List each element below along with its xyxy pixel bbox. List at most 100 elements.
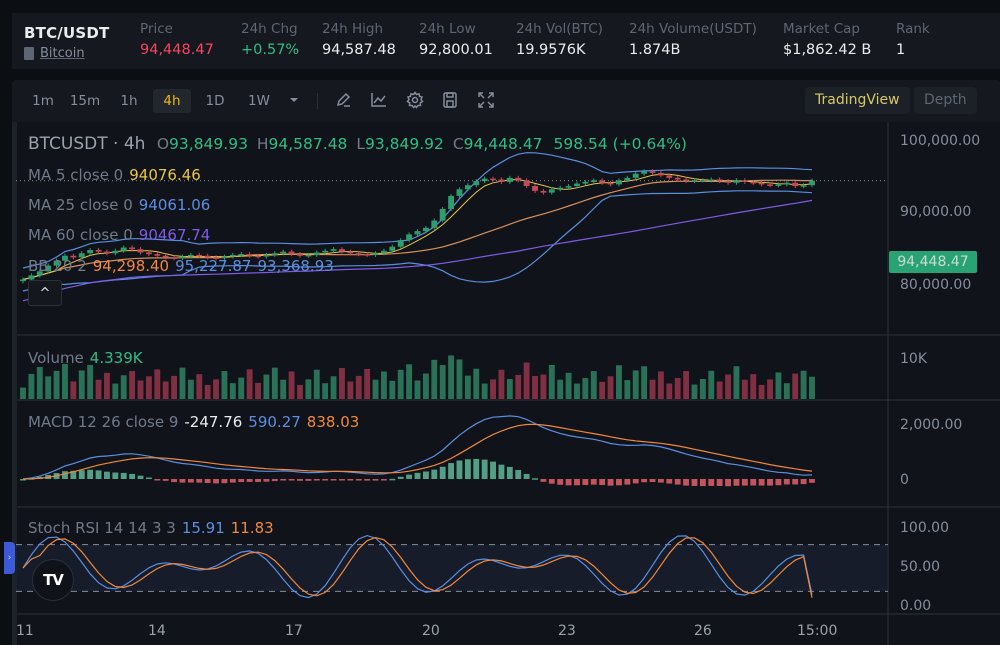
stoch-d-value: 11.83 xyxy=(230,519,274,537)
open-value: 93,849.93 xyxy=(169,135,248,153)
bb-legend: BB 20 2 94,298.40 95,227.87 93,368.93 xyxy=(28,257,334,275)
close-label: C xyxy=(452,135,464,153)
stat-label: 24h Low xyxy=(419,21,476,37)
time-axis-label: 14 xyxy=(148,623,166,639)
stat-value: 92,800.01 xyxy=(419,42,493,58)
stat-value: +0.57% xyxy=(241,42,300,58)
stat-value: 1 xyxy=(896,42,906,58)
price-axis-label: 80,000.00 xyxy=(900,277,972,293)
time-axis-label: 20 xyxy=(422,623,440,639)
volume-axis-label: 10K xyxy=(900,351,927,367)
tradingview-logo: TV xyxy=(32,559,74,601)
coin-info-link[interactable]: Bitcoin xyxy=(40,46,85,61)
stat-value: 19.9576K xyxy=(516,42,586,58)
settings-gear-icon[interactable] xyxy=(405,90,425,110)
time-axis-label: 11 xyxy=(16,623,34,639)
ticker-header: BTC/USDT Bitcoin Price 94,448.47 24h Chg… xyxy=(12,13,1000,69)
stat-rank: Rank 1 xyxy=(896,21,930,58)
stoch-rsi-legend: Stoch RSI 14 14 3 3 15.91 11.83 xyxy=(28,519,274,537)
macd-axis-label: 0 xyxy=(900,472,909,488)
bb-basis-value: 94,298.40 xyxy=(92,257,170,275)
low-label: L xyxy=(356,135,365,153)
stat-value: 94,587.48 xyxy=(322,42,396,58)
stat-price: Price 94,448.47 xyxy=(140,21,214,58)
chevron-down-icon[interactable] xyxy=(284,90,304,110)
last-price-tag: 94,448.47 xyxy=(889,251,977,273)
save-floppy-icon[interactable] xyxy=(440,90,460,110)
ma25-value: 94061.06 xyxy=(138,196,211,214)
chart-card: 1m 15m 1h 4h 1D 1W TradingView Depth xyxy=(4,80,1000,645)
volume-label: Volume xyxy=(28,349,84,367)
macd-label: MACD 12 26 close 9 xyxy=(28,413,179,431)
chart-area[interactable]: BTCUSDT · 4h O93,849.93 H94,587.48 L93,8… xyxy=(4,122,1000,645)
draw-pencil-icon[interactable] xyxy=(334,90,354,110)
stat-value: 1.874B xyxy=(629,42,681,58)
stat-value: $1,862.42 B xyxy=(783,42,872,58)
bb-label: BB 20 2 xyxy=(28,257,87,275)
stat-24h-high: 24h High 94,587.48 xyxy=(322,21,396,58)
high-label: H xyxy=(256,135,269,153)
toolbar-divider xyxy=(317,93,318,109)
stat-market-cap: Market Cap $1,862.42 B xyxy=(783,21,871,58)
ohlc-legend: BTCUSDT · 4h O93,849.93 H94,587.48 L93,8… xyxy=(28,134,687,154)
timeframe-1d[interactable]: 1D xyxy=(205,93,225,109)
stat-label: 24h Volume(USDT) xyxy=(629,21,757,37)
stoch-axis-label: 0.00 xyxy=(900,598,932,614)
macd-line-value: 590.27 xyxy=(248,413,301,431)
bb-upper-value: 95,227.87 xyxy=(175,257,252,275)
close-value: 94,448.47 xyxy=(463,135,543,153)
stoch-label: Stoch RSI 14 14 3 3 xyxy=(28,519,176,537)
indicator-line-icon[interactable] xyxy=(369,90,389,110)
stat-24h-low: 24h Low 92,800.01 xyxy=(419,21,493,58)
stat-label: Market Cap xyxy=(783,21,860,37)
fullscreen-expand-icon[interactable] xyxy=(476,90,496,110)
symbol-interval: BTCUSDT · 4h xyxy=(28,134,146,154)
volume-value: 4.339K xyxy=(89,349,143,367)
macd-axis-label: 2,000.00 xyxy=(900,417,963,433)
change-value: 598.54 (+0.64%) xyxy=(553,135,687,153)
timeframe-4h[interactable]: 4h xyxy=(153,89,191,113)
ma25-label: MA 25 close 0 xyxy=(28,196,133,214)
stat-label: 24h Chg xyxy=(241,21,298,37)
stat-24h-change: 24h Chg +0.57% xyxy=(241,21,299,58)
stat-24h-vol-btc: 24h Vol(BTC) 19.9576K xyxy=(516,21,603,58)
macd-legend: MACD 12 26 close 9 -247.76 590.27 838.03 xyxy=(28,413,359,431)
ma25-legend: MA 25 close 0 94061.06 xyxy=(28,196,210,214)
time-axis-label: 26 xyxy=(694,623,712,639)
macd-hist-value: -247.76 xyxy=(184,413,243,431)
stat-label: 24h High xyxy=(322,21,384,37)
stat-label: 24h Vol(BTC) xyxy=(516,21,603,37)
pair-label[interactable]: BTC/USDT xyxy=(24,24,110,42)
volume-legend: Volume 4.339K xyxy=(28,349,143,367)
stat-value: 94,448.47 xyxy=(140,42,214,58)
price-axis-label: 90,000.00 xyxy=(900,204,972,220)
timeframe-15m[interactable]: 15m xyxy=(69,93,101,109)
chart-canvas[interactable] xyxy=(12,122,1000,645)
tradingview-tab[interactable]: TradingView xyxy=(805,87,910,114)
depth-tab[interactable]: Depth xyxy=(914,87,977,114)
low-value: 93,849.92 xyxy=(365,135,444,153)
stat-label: Rank xyxy=(896,21,930,37)
book-icon xyxy=(24,47,34,60)
time-axis-label: 15:00 xyxy=(797,623,838,639)
stat-label: Price xyxy=(140,21,173,37)
timeframe-1m[interactable]: 1m xyxy=(32,93,54,109)
price-axis-label: 100,000.00 xyxy=(900,133,981,149)
high-value: 94,587.48 xyxy=(268,135,348,153)
symbol-block: BTC/USDT Bitcoin xyxy=(24,24,109,61)
bb-lower-value: 93,368.93 xyxy=(257,257,334,275)
stoch-axis-label: 50.00 xyxy=(900,559,941,575)
stoch-k-value: 15.91 xyxy=(181,519,225,537)
chart-toolbar: 1m 15m 1h 4h 1D 1W TradingView Depth xyxy=(12,80,1000,120)
stat-24h-vol-usdt: 24h Volume(USDT) 1.874B xyxy=(629,21,757,58)
ma60-value: 90467.74 xyxy=(138,226,211,244)
ma5-value: 94076.46 xyxy=(129,166,201,184)
macd-signal-value: 838.03 xyxy=(306,413,360,431)
side-panel-toggle[interactable]: › xyxy=(4,542,15,574)
timeframe-1w[interactable]: 1W xyxy=(248,93,270,109)
ma5-label: MA 5 close 0 xyxy=(28,166,124,184)
collapse-legend-button[interactable]: ^ xyxy=(28,280,62,306)
stoch-axis-label: 100.00 xyxy=(900,520,949,536)
timeframe-1h[interactable]: 1h xyxy=(120,93,138,109)
chevron-up-icon: ^ xyxy=(39,286,51,301)
